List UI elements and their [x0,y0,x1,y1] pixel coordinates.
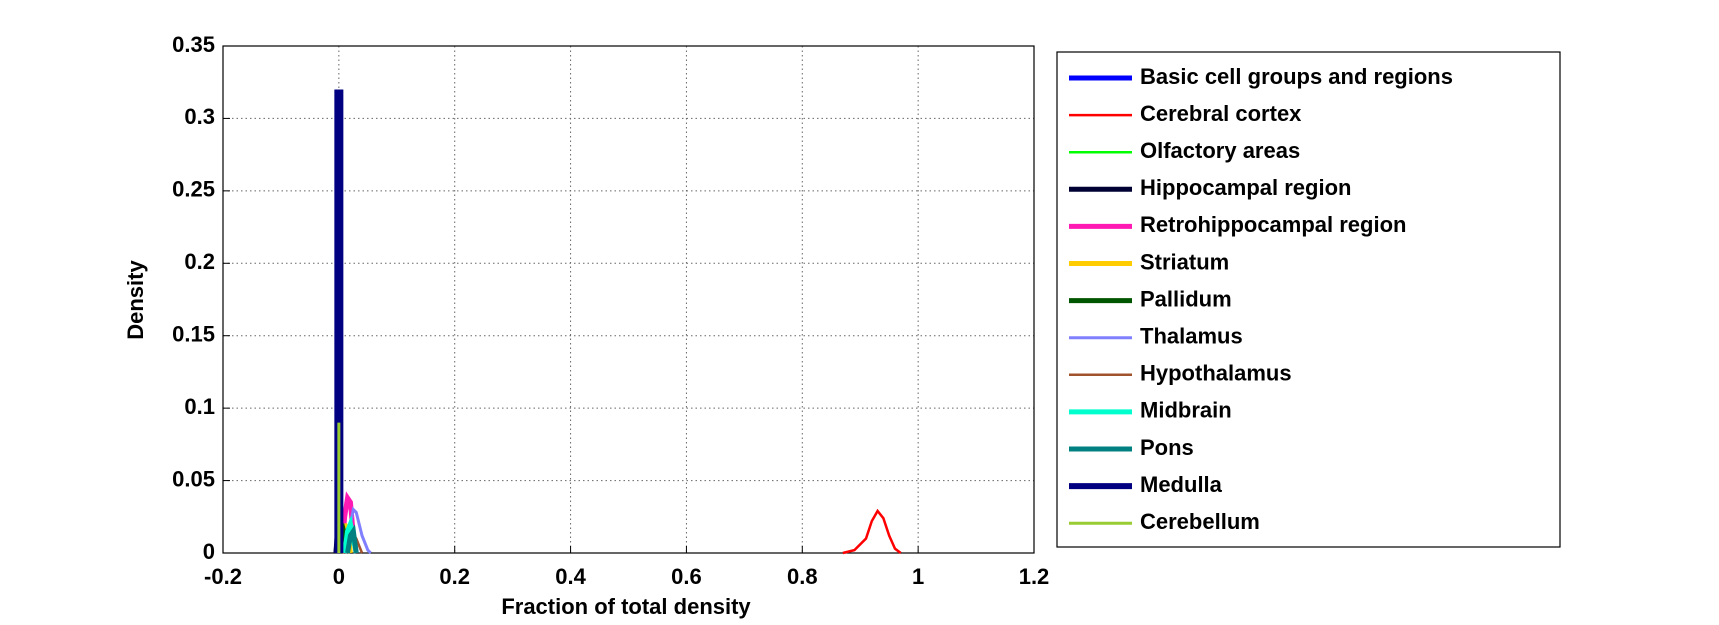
series-line [345,524,359,554]
legend-label: Hypothalamus [1140,361,1292,386]
legend-label: Basic cell groups and regions [1140,64,1453,89]
y-tick-label: 0.05 [172,466,215,491]
y-tick-label: 0.1 [184,394,215,419]
y-tick-label: 0.25 [172,177,215,202]
legend-label: Cerebral cortex [1140,101,1302,126]
series-line [842,508,902,555]
x-tick-label: 0.8 [787,564,818,589]
x-tick-label: 0 [333,564,345,589]
x-tick-label: 0.6 [671,564,702,589]
y-tick-label: 0.2 [184,249,215,274]
legend-label: Cerebellum [1140,509,1260,534]
x-axis-label: Fraction of total density [501,594,751,619]
legend-label: Medulla [1140,472,1223,497]
x-tick-label: 0.2 [439,564,470,589]
legend-label: Thalamus [1140,324,1243,349]
legend-label: Striatum [1140,249,1229,274]
legend-label: Olfactory areas [1140,138,1300,163]
y-tick-label: 0 [203,539,215,564]
legend-label: Pons [1140,435,1194,460]
legend-label: Hippocampal region [1140,175,1351,200]
y-axis-label: Density [123,260,148,340]
x-tick-label: -0.2 [204,564,242,589]
legend-label: Midbrain [1140,398,1232,423]
legend-box [1056,51,1561,548]
legend-label: Retrohippocampal region [1140,212,1406,237]
x-tick-label: 1.2 [1019,564,1050,589]
y-tick-label: 0.35 [172,32,215,57]
y-tick-label: 0.15 [172,322,215,347]
x-tick-label: 0.4 [555,564,586,589]
x-tick-label: 1 [912,564,924,589]
legend-label: Pallidum [1140,286,1232,311]
y-tick-label: 0.3 [184,104,215,129]
plot-frame [222,45,1035,554]
